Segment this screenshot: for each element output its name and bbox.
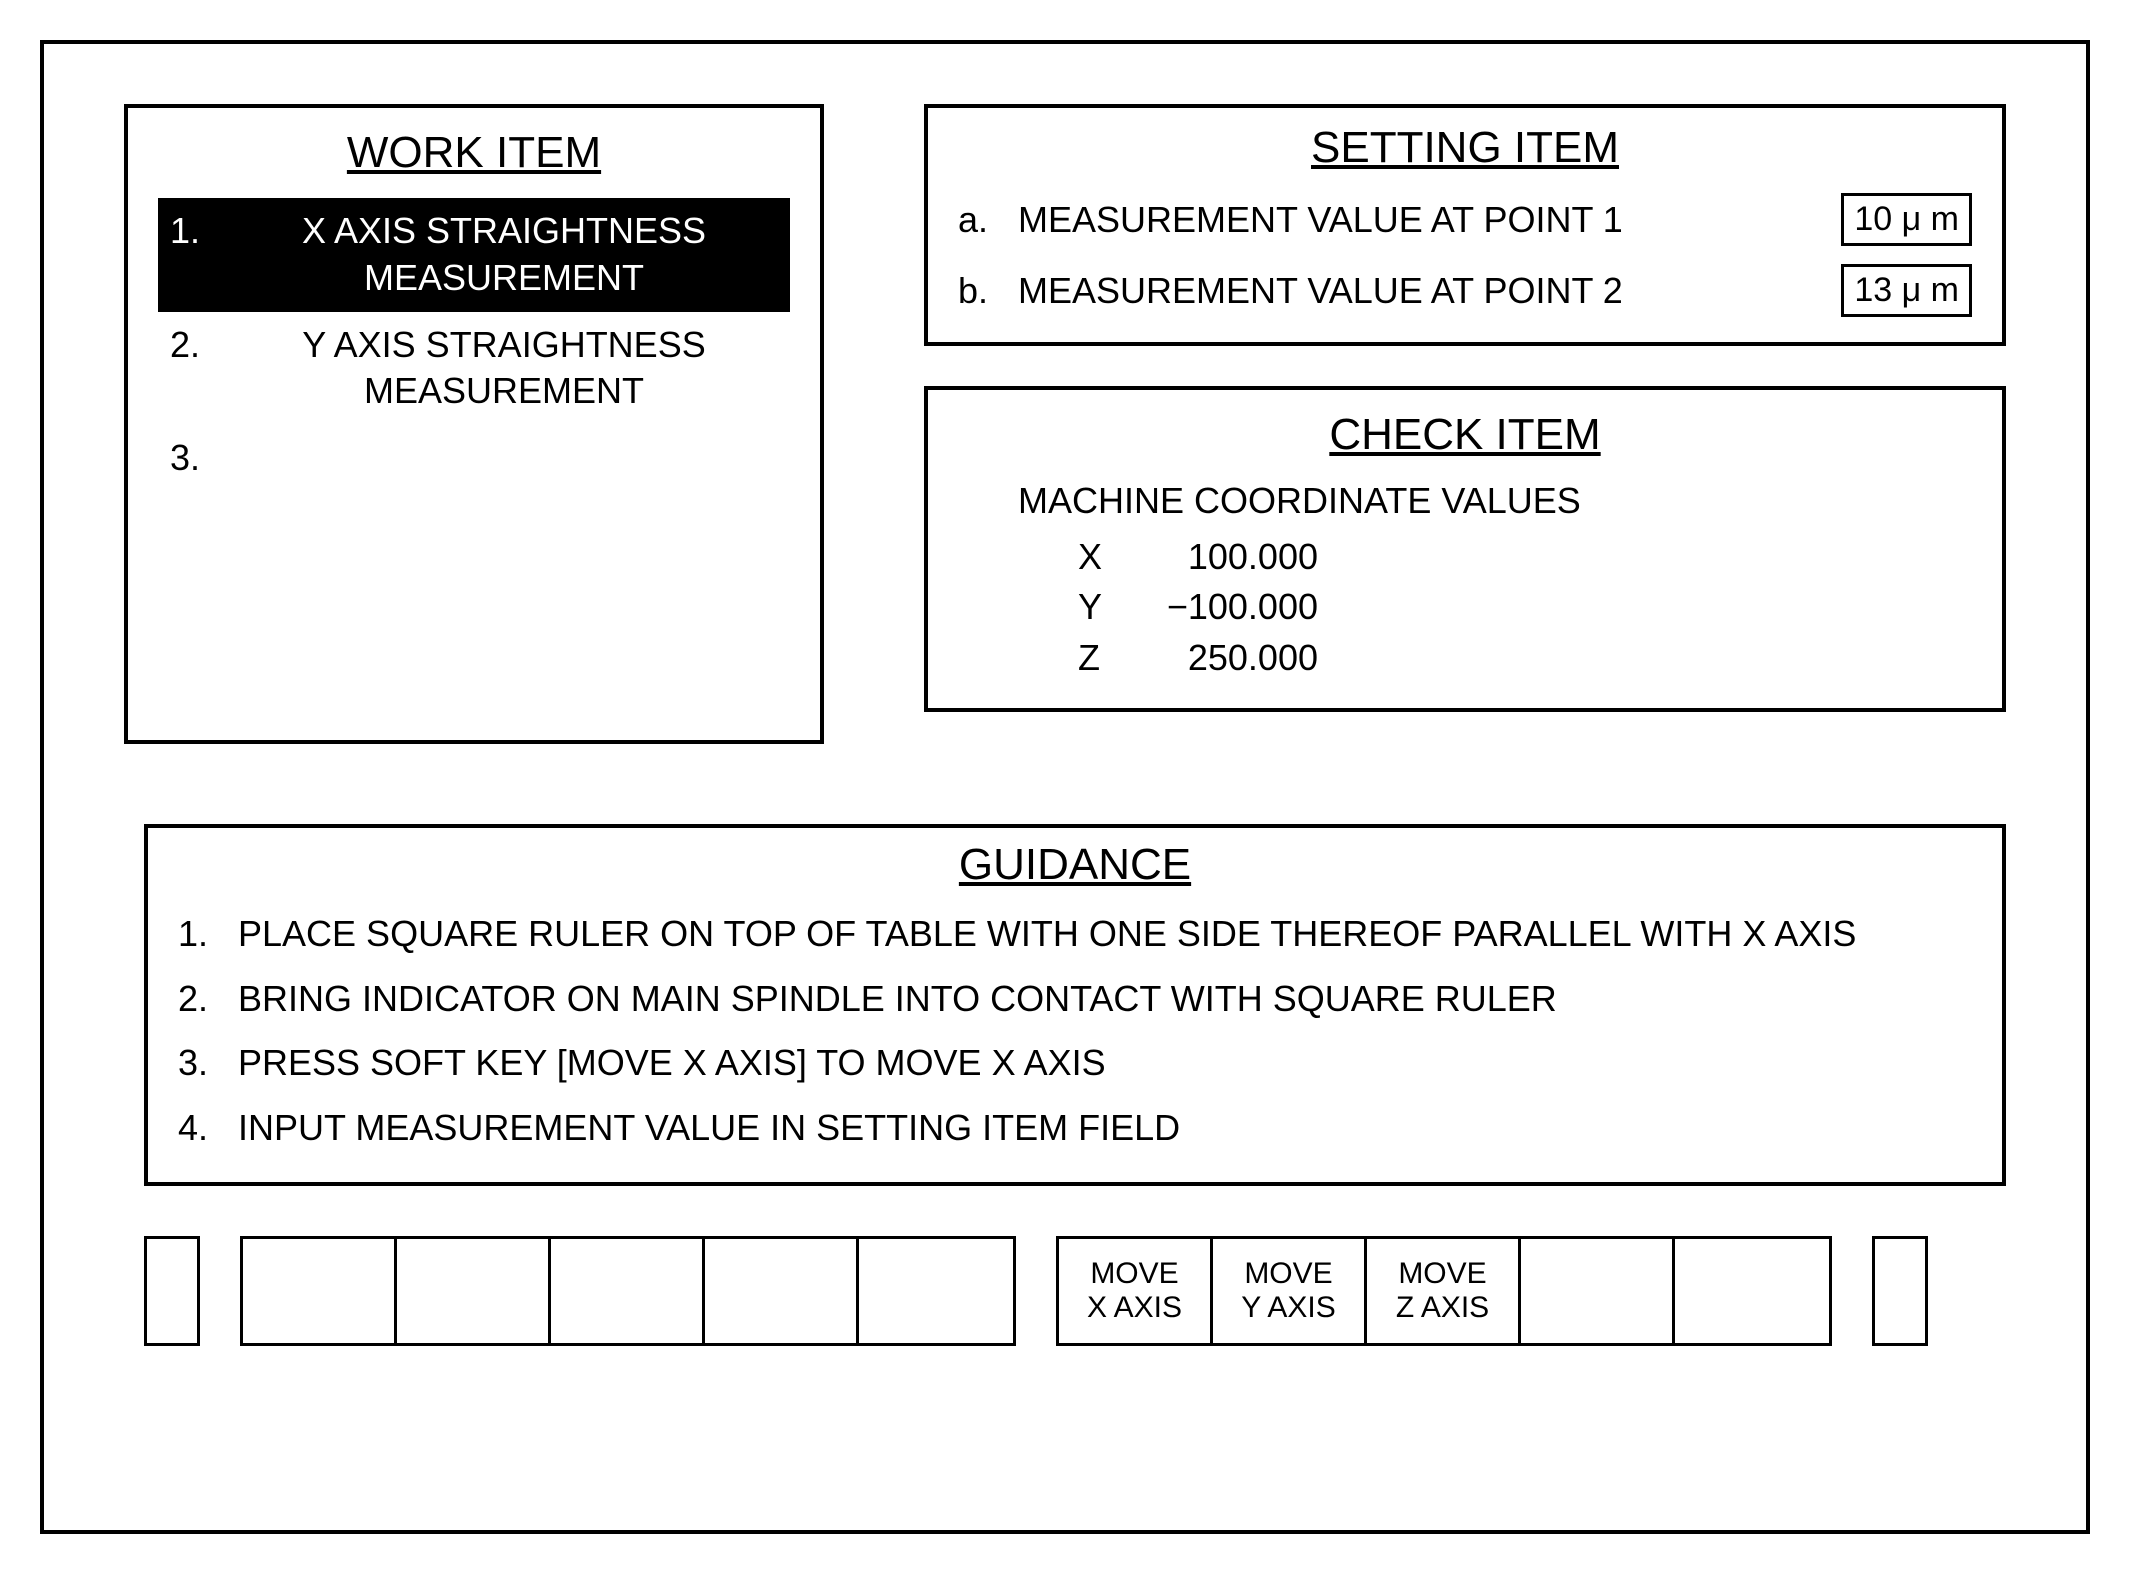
softkey-move-y-axis[interactable]: MOVEY AXIS — [1213, 1239, 1367, 1343]
right-column: SETTING ITEM a. MEASUREMENT VALUE AT POI… — [924, 104, 2006, 744]
softkey-bar: MOVEX AXIS MOVEY AXIS MOVEZ AXIS — [144, 1236, 2006, 1346]
guidance-step-1: 1. PLACE SQUARE RULER ON TOP OF TABLE WI… — [178, 910, 1972, 959]
guide-text: PLACE SQUARE RULER ON TOP OF TABLE WITH … — [238, 910, 1972, 959]
guidance-list: 1. PLACE SQUARE RULER ON TOP OF TABLE WI… — [178, 910, 1972, 1152]
work-item-title: WORK ITEM — [158, 128, 790, 178]
work-item-panel: WORK ITEM 1. X AXIS STRAIGHTNESS MEASURE… — [124, 104, 824, 744]
softkey-group-left — [240, 1236, 1016, 1346]
softkey-r5[interactable] — [1675, 1239, 1829, 1343]
coord-value: 250.000 — [1138, 633, 1318, 683]
softkey-move-z-axis[interactable]: MOVEZ AXIS — [1367, 1239, 1521, 1343]
coord-axis: Y — [1078, 582, 1108, 632]
coord-axis: X — [1078, 532, 1108, 582]
guidance-title: GUIDANCE — [178, 840, 1972, 890]
work-item-text: X AXIS STRAIGHTNESS MEASUREMENT — [230, 208, 778, 302]
softkey-move-x-axis[interactable]: MOVEX AXIS — [1059, 1239, 1213, 1343]
softkey-l1[interactable] — [243, 1239, 397, 1343]
top-row: WORK ITEM 1. X AXIS STRAIGHTNESS MEASURE… — [124, 104, 2006, 744]
work-item-text: Y AXIS STRAIGHTNESS MEASUREMENT — [230, 322, 778, 416]
guide-num: 3. — [178, 1039, 238, 1088]
coord-row-z: Z 250.000 — [1078, 633, 1972, 683]
setting-value-b[interactable]: 13 μ m — [1841, 264, 1972, 317]
setting-letter: a. — [958, 199, 998, 241]
guidance-step-4: 4. INPUT MEASUREMENT VALUE IN SETTING IT… — [178, 1104, 1972, 1153]
setting-item-title: SETTING ITEM — [958, 123, 1972, 173]
setting-item-panel: SETTING ITEM a. MEASUREMENT VALUE AT POI… — [924, 104, 2006, 346]
check-item-title: CHECK ITEM — [958, 410, 1972, 460]
guide-text: BRING INDICATOR ON MAIN SPINDLE INTO CON… — [238, 975, 1972, 1024]
guidance-panel: GUIDANCE 1. PLACE SQUARE RULER ON TOP OF… — [144, 824, 2006, 1186]
coord-value: −100.000 — [1138, 582, 1318, 632]
work-item-text — [230, 435, 778, 482]
setting-letter: b. — [958, 270, 998, 312]
setting-row-b: b. MEASUREMENT VALUE AT POINT 2 13 μ m — [958, 264, 1972, 317]
setting-label: MEASUREMENT VALUE AT POINT 1 — [1018, 199, 1821, 241]
work-item-2[interactable]: 2. Y AXIS STRAIGHTNESS MEASUREMENT — [158, 312, 790, 426]
softkey-r4[interactable] — [1521, 1239, 1675, 1343]
coord-axis: Z — [1078, 633, 1108, 683]
work-item-3[interactable]: 3. — [158, 425, 790, 492]
work-item-list: 1. X AXIS STRAIGHTNESS MEASUREMENT 2. Y … — [158, 198, 790, 492]
softkey-group-right: MOVEX AXIS MOVEY AXIS MOVEZ AXIS — [1056, 1236, 1832, 1346]
guide-num: 4. — [178, 1104, 238, 1153]
setting-value-a[interactable]: 10 μ m — [1841, 193, 1972, 246]
softkey-l3[interactable] — [551, 1239, 705, 1343]
guidance-step-2: 2. BRING INDICATOR ON MAIN SPINDLE INTO … — [178, 975, 1972, 1024]
coord-value: 100.000 — [1138, 532, 1318, 582]
work-item-num: 3. — [170, 435, 230, 482]
setting-label: MEASUREMENT VALUE AT POINT 2 — [1018, 270, 1821, 312]
setting-row-a: a. MEASUREMENT VALUE AT POINT 1 10 μ m — [958, 193, 1972, 246]
coord-row-x: X 100.000 — [1078, 532, 1972, 582]
guide-num: 2. — [178, 975, 238, 1024]
softkey-right-edge[interactable] — [1872, 1236, 1928, 1346]
check-item-panel: CHECK ITEM MACHINE COORDINATE VALUES X 1… — [924, 386, 2006, 712]
guide-text: PRESS SOFT KEY [MOVE X AXIS] TO MOVE X A… — [238, 1039, 1972, 1088]
work-item-1[interactable]: 1. X AXIS STRAIGHTNESS MEASUREMENT — [158, 198, 790, 312]
coord-row-y: Y −100.000 — [1078, 582, 1972, 632]
guide-num: 1. — [178, 910, 238, 959]
work-item-num: 2. — [170, 322, 230, 416]
softkey-left-edge[interactable] — [144, 1236, 200, 1346]
softkey-l2[interactable] — [397, 1239, 551, 1343]
softkey-l4[interactable] — [705, 1239, 859, 1343]
softkey-l5[interactable] — [859, 1239, 1013, 1343]
guidance-step-3: 3. PRESS SOFT KEY [MOVE X AXIS] TO MOVE … — [178, 1039, 1972, 1088]
main-frame: WORK ITEM 1. X AXIS STRAIGHTNESS MEASURE… — [40, 40, 2090, 1534]
check-subtitle: MACHINE COORDINATE VALUES — [1018, 480, 1972, 522]
guide-text: INPUT MEASUREMENT VALUE IN SETTING ITEM … — [238, 1104, 1972, 1153]
work-item-num: 1. — [170, 208, 230, 302]
